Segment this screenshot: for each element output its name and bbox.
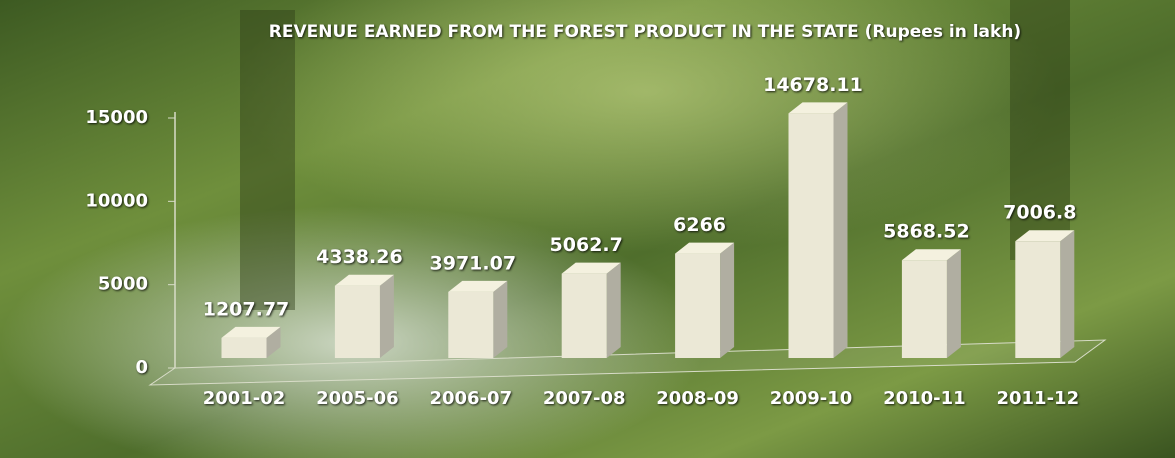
x-tick-label: 2008-09 bbox=[656, 388, 739, 409]
x-tick-label: 2011-12 bbox=[996, 388, 1079, 409]
bar bbox=[901, 249, 961, 358]
bar-front bbox=[334, 285, 380, 358]
bar-side bbox=[266, 326, 281, 358]
bar-front bbox=[448, 291, 494, 358]
y-tick-label: 10000 bbox=[85, 190, 148, 211]
bar bbox=[448, 280, 508, 358]
bar bbox=[1015, 230, 1075, 358]
bar-side bbox=[833, 102, 848, 358]
value-label: 6266 bbox=[673, 214, 726, 236]
x-tick-label: 2001-02 bbox=[203, 388, 286, 409]
x-tick-label: 2010-11 bbox=[883, 388, 966, 409]
bar bbox=[334, 274, 394, 358]
value-label: 1207.77 bbox=[203, 298, 290, 320]
bar-front bbox=[788, 113, 834, 358]
y-tick-label: 15000 bbox=[85, 107, 148, 128]
x-tick-label: 2006-07 bbox=[429, 388, 512, 409]
value-label: 5062.7 bbox=[550, 234, 623, 256]
bar-top bbox=[448, 280, 508, 292]
bar-side bbox=[493, 280, 508, 358]
x-tick-label: 2007-08 bbox=[543, 388, 626, 409]
value-label: 3971.07 bbox=[430, 252, 517, 274]
bar-top bbox=[675, 242, 735, 254]
bar-side bbox=[720, 242, 735, 358]
bar-side bbox=[1060, 230, 1075, 358]
bar bbox=[675, 242, 735, 358]
bar-top bbox=[788, 102, 848, 114]
y-tick-label: 0 bbox=[135, 357, 148, 378]
tree-trunk bbox=[240, 10, 295, 310]
bar-side bbox=[946, 249, 961, 358]
bar-front bbox=[901, 260, 947, 358]
tree-trunk bbox=[1010, 0, 1070, 260]
value-label: 14678.11 bbox=[763, 74, 863, 96]
bar-side bbox=[606, 262, 621, 358]
x-tick-label: 2009-10 bbox=[770, 388, 853, 409]
value-label: 7006.8 bbox=[1003, 202, 1076, 224]
bar-front bbox=[1015, 241, 1061, 358]
bar-side bbox=[379, 274, 394, 358]
bar-front bbox=[675, 253, 721, 358]
bar bbox=[561, 262, 621, 358]
value-label: 4338.26 bbox=[316, 246, 403, 268]
value-label: 5868.52 bbox=[883, 221, 970, 243]
bar bbox=[221, 326, 281, 358]
bar-top bbox=[561, 262, 621, 274]
x-tick-label: 2005-06 bbox=[316, 388, 399, 409]
chart-title: REVENUE EARNED FROM THE FOREST PRODUCT I… bbox=[269, 22, 1021, 42]
bar-top bbox=[1015, 230, 1075, 242]
bar-top bbox=[901, 249, 961, 261]
bar-front bbox=[221, 337, 267, 358]
y-tick-label: 5000 bbox=[98, 274, 148, 295]
bar bbox=[788, 102, 848, 358]
bar-front bbox=[561, 273, 607, 358]
bar-top bbox=[221, 326, 281, 338]
bar-top bbox=[334, 274, 394, 286]
